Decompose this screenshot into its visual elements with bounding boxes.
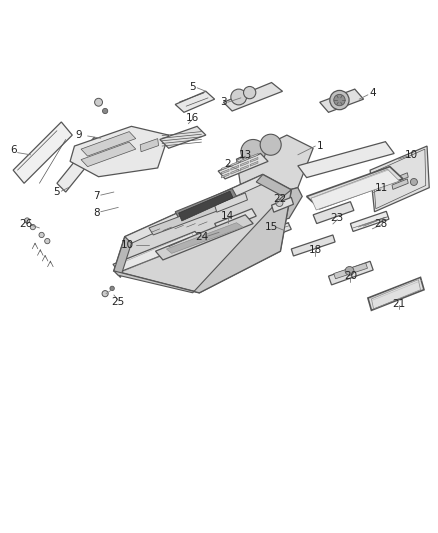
Polygon shape	[311, 169, 399, 210]
Circle shape	[231, 89, 247, 105]
Polygon shape	[392, 179, 408, 189]
Polygon shape	[320, 89, 364, 112]
Circle shape	[45, 238, 50, 244]
Polygon shape	[125, 174, 269, 243]
Polygon shape	[221, 173, 229, 178]
Text: 11: 11	[374, 183, 388, 192]
Polygon shape	[298, 142, 394, 177]
Polygon shape	[155, 215, 253, 260]
Polygon shape	[221, 165, 229, 170]
Polygon shape	[57, 138, 103, 192]
Polygon shape	[114, 174, 291, 293]
Polygon shape	[272, 197, 293, 212]
Polygon shape	[350, 211, 389, 231]
Polygon shape	[239, 188, 302, 227]
Polygon shape	[114, 190, 291, 293]
Polygon shape	[166, 223, 243, 253]
Polygon shape	[250, 157, 258, 162]
Polygon shape	[370, 146, 429, 212]
Text: 7: 7	[93, 191, 100, 201]
Text: 2: 2	[224, 159, 231, 168]
Text: 25: 25	[112, 296, 125, 306]
Polygon shape	[240, 165, 248, 170]
Polygon shape	[149, 201, 223, 235]
Text: 13: 13	[239, 150, 252, 160]
Polygon shape	[215, 209, 256, 231]
Circle shape	[410, 179, 417, 185]
Circle shape	[244, 86, 256, 99]
Circle shape	[102, 290, 108, 297]
Circle shape	[330, 91, 349, 110]
Text: 9: 9	[75, 130, 82, 140]
Polygon shape	[221, 169, 229, 174]
Polygon shape	[334, 263, 367, 279]
Polygon shape	[368, 278, 424, 310]
Circle shape	[276, 199, 283, 206]
Polygon shape	[218, 154, 268, 179]
Polygon shape	[250, 154, 258, 158]
Text: 8: 8	[93, 208, 100, 218]
Polygon shape	[70, 126, 169, 177]
Polygon shape	[392, 173, 408, 183]
Text: 23: 23	[331, 213, 344, 223]
Text: 10: 10	[405, 150, 418, 160]
Text: 6: 6	[10, 146, 17, 156]
Polygon shape	[328, 261, 373, 285]
Polygon shape	[215, 193, 247, 212]
Polygon shape	[179, 191, 233, 221]
Text: 3: 3	[220, 97, 227, 107]
Polygon shape	[237, 135, 313, 201]
Text: 18: 18	[309, 245, 322, 255]
Text: 24: 24	[195, 232, 208, 242]
Polygon shape	[160, 126, 206, 148]
Text: 15: 15	[265, 222, 278, 232]
Text: 5: 5	[53, 187, 60, 197]
Circle shape	[39, 232, 44, 238]
Polygon shape	[313, 201, 354, 223]
Polygon shape	[175, 189, 237, 220]
Circle shape	[334, 94, 345, 106]
Text: 21: 21	[392, 298, 405, 309]
Circle shape	[30, 224, 35, 230]
Text: 22: 22	[274, 193, 287, 204]
Text: 1: 1	[316, 141, 323, 151]
Circle shape	[110, 286, 114, 290]
Circle shape	[102, 108, 108, 114]
Polygon shape	[231, 161, 239, 166]
Polygon shape	[240, 161, 248, 166]
Polygon shape	[231, 165, 239, 170]
Text: 28: 28	[374, 219, 388, 229]
Text: 14: 14	[221, 211, 234, 221]
Circle shape	[345, 266, 354, 275]
Text: 4: 4	[369, 88, 376, 99]
Circle shape	[241, 140, 265, 164]
Polygon shape	[307, 167, 403, 209]
Polygon shape	[13, 122, 72, 183]
Text: 20: 20	[344, 271, 357, 281]
Polygon shape	[256, 174, 291, 197]
Text: 10: 10	[120, 240, 134, 251]
Polygon shape	[81, 142, 136, 167]
Polygon shape	[253, 223, 291, 243]
Polygon shape	[113, 231, 202, 272]
Polygon shape	[223, 83, 283, 111]
Polygon shape	[175, 91, 215, 112]
Text: 5: 5	[189, 82, 196, 92]
Circle shape	[260, 134, 281, 155]
Polygon shape	[250, 161, 258, 166]
Circle shape	[95, 98, 102, 106]
Polygon shape	[240, 157, 248, 162]
Polygon shape	[140, 139, 159, 152]
Circle shape	[25, 218, 30, 223]
Polygon shape	[231, 169, 239, 174]
Text: 16: 16	[186, 112, 199, 123]
Polygon shape	[291, 235, 335, 256]
Text: 26: 26	[20, 219, 33, 229]
Polygon shape	[81, 132, 136, 156]
Polygon shape	[114, 237, 131, 278]
